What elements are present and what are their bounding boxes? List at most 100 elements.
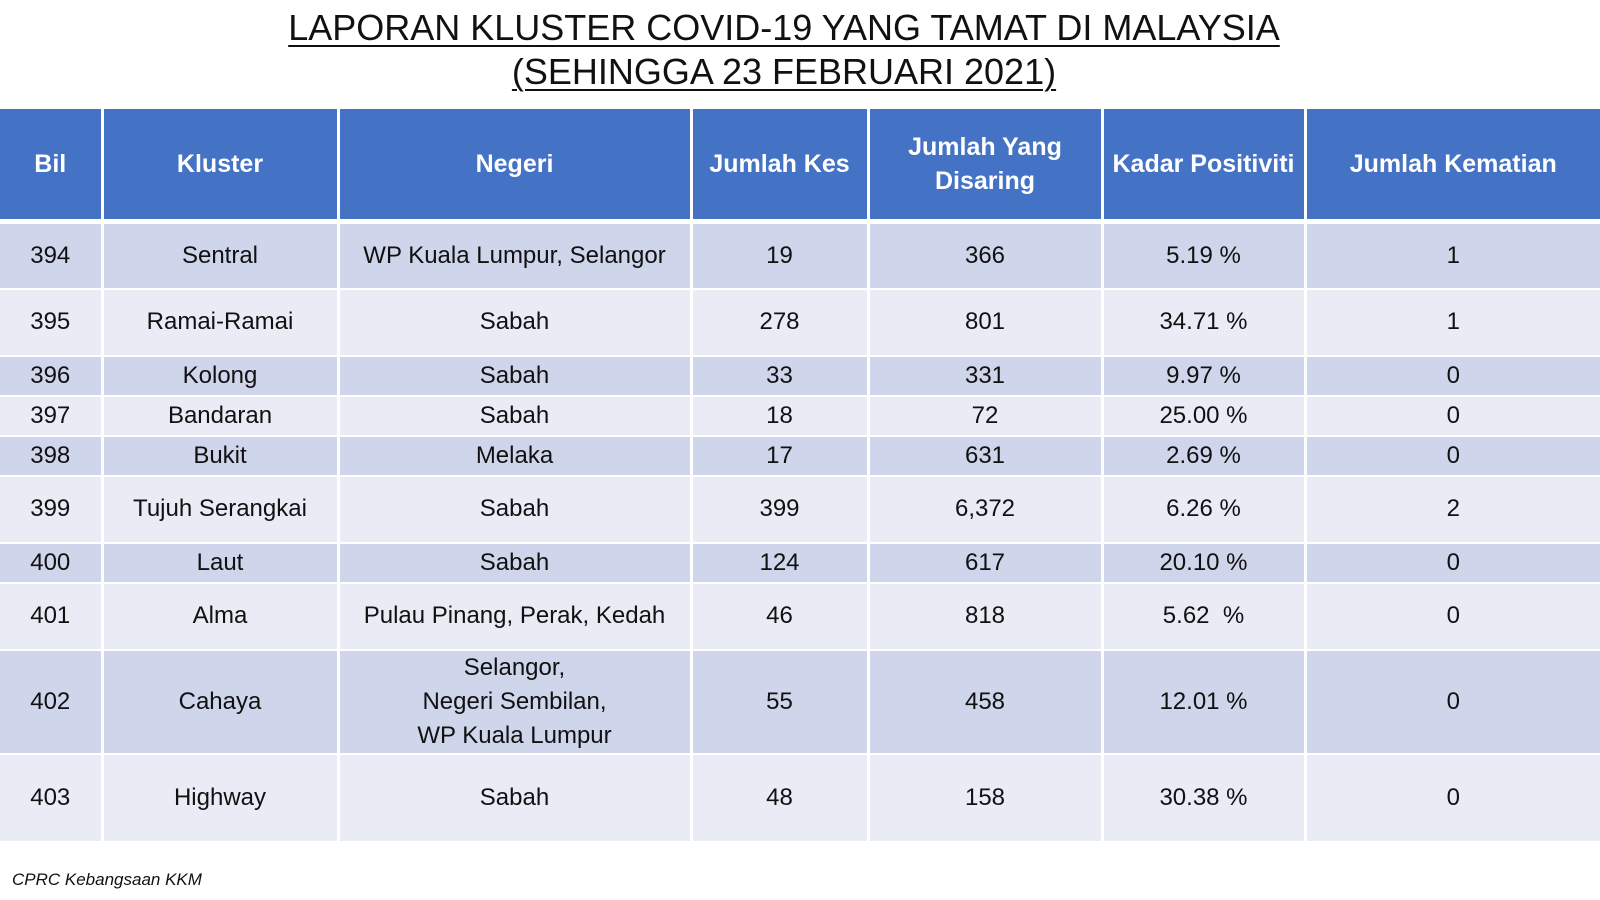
cell-negeri: Selangor, Negeri Sembilan, WP Kuala Lump… <box>336 649 693 755</box>
cell-kematian: 0 <box>1303 355 1600 397</box>
cell-disaring: 801 <box>866 288 1104 357</box>
cell-kematian: 0 <box>1303 582 1600 651</box>
header-jumlah-disaring: Jumlah Yang Disaring <box>866 109 1104 224</box>
cell-disaring: 331 <box>866 355 1104 397</box>
cell-kluster: Sentral <box>100 221 340 290</box>
cell-disaring: 6,372 <box>866 475 1104 544</box>
cell-negeri-line-3: WP Kuala Lumpur <box>417 721 612 749</box>
cell-positiviti: 5.19 % <box>1100 221 1307 290</box>
cell-kes: 124 <box>689 542 870 584</box>
cell-kematian: 0 <box>1303 395 1600 437</box>
cell-disaring: 631 <box>866 435 1104 477</box>
cell-kematian: 0 <box>1303 435 1600 477</box>
cell-positiviti: 9.97 % <box>1100 355 1307 397</box>
cell-kematian: 2 <box>1303 475 1600 544</box>
source-footnote: CPRC Kebangsaan KKM <box>12 870 202 889</box>
cell-kluster: Laut <box>100 542 340 584</box>
header-jumlah-disaring-line-2: Disaring <box>934 167 1036 195</box>
cell-kes: 17 <box>689 435 870 477</box>
header-jumlah-disaring-line-1: Jumlah Yang <box>908 133 1062 161</box>
cell-positiviti: 2.69 % <box>1100 435 1307 477</box>
cell-bil: 394 <box>0 221 104 290</box>
cell-kluster: Ramai-Ramai <box>100 288 340 357</box>
cell-kes: 278 <box>689 288 870 357</box>
header-bil: Bil <box>0 109 104 224</box>
table-header: Bil Kluster Negeri Jumlah Kes Jumlah Yan… <box>0 109 1600 224</box>
table-row: 395 Ramai-Ramai Sabah 278 801 34.71 % 1 <box>0 288 1600 357</box>
cell-positiviti: 12.01 % <box>1100 649 1307 755</box>
cell-bil: 402 <box>0 649 104 755</box>
cell-kematian: 1 <box>1303 288 1600 357</box>
cell-positiviti: 5.62 % <box>1100 582 1307 651</box>
cell-kes: 399 <box>689 475 870 544</box>
cell-kluster: Bukit <box>100 435 340 477</box>
cell-bil: 401 <box>0 582 104 651</box>
header-row: Bil Kluster Negeri Jumlah Kes Jumlah Yan… <box>0 109 1600 224</box>
header-kadar-positiviti: Kadar Positiviti <box>1100 109 1307 224</box>
cell-negeri: Sabah <box>336 395 693 437</box>
header-kluster: Kluster <box>100 109 340 224</box>
title-line-2: (SEHINGGA 23 FEBRUARI 2021) <box>511 51 1057 92</box>
cell-kluster: Alma <box>100 582 340 651</box>
cell-disaring: 458 <box>866 649 1104 755</box>
cell-disaring: 617 <box>866 542 1104 584</box>
cell-positiviti: 6.26 % <box>1100 475 1307 544</box>
cell-bil: 398 <box>0 435 104 477</box>
header-jumlah-kematian: Jumlah Kematian <box>1303 109 1600 224</box>
cell-kes: 46 <box>689 582 870 651</box>
cell-bil: 395 <box>0 288 104 357</box>
cell-positiviti: 20.10 % <box>1100 542 1307 584</box>
report-title: LAPORAN KLUSTER COVID-19 YANG TAMAT DI M… <box>0 6 1568 94</box>
cell-bil: 400 <box>0 542 104 584</box>
cell-kes: 33 <box>689 355 870 397</box>
cell-kes: 48 <box>689 753 870 843</box>
cell-negeri: Sabah <box>336 475 693 544</box>
cell-negeri: Sabah <box>336 355 693 397</box>
cell-kematian: 0 <box>1303 542 1600 584</box>
cell-bil: 399 <box>0 475 104 544</box>
cell-kluster: Tujuh Serangkai <box>100 475 340 544</box>
cell-kluster: Bandaran <box>100 395 340 437</box>
cell-negeri-line-1: Selangor, <box>463 653 566 681</box>
cell-positiviti: 25.00 % <box>1100 395 1307 437</box>
cell-kematian: 0 <box>1303 649 1600 755</box>
cell-disaring: 158 <box>866 753 1104 843</box>
cell-negeri: Pulau Pinang, Perak, Kedah <box>336 582 693 651</box>
cell-positiviti: 34.71 % <box>1100 288 1307 357</box>
table-body: 394 Sentral WP Kuala Lumpur, Selangor 19… <box>0 221 1600 843</box>
cell-bil: 396 <box>0 355 104 397</box>
cell-kematian: 1 <box>1303 221 1600 290</box>
cell-kes: 18 <box>689 395 870 437</box>
table-row: 402 Cahaya Selangor, Negeri Sembilan, WP… <box>0 649 1600 755</box>
cell-kes: 19 <box>689 221 870 290</box>
cell-positiviti: 30.38 % <box>1100 753 1307 843</box>
table-row: 401 Alma Pulau Pinang, Perak, Kedah 46 8… <box>0 582 1600 651</box>
cell-kematian: 0 <box>1303 753 1600 843</box>
table-row: 400 Laut Sabah 124 617 20.10 % 0 <box>0 542 1600 584</box>
header-jumlah-kes: Jumlah Kes <box>689 109 870 224</box>
cell-negeri: Melaka <box>336 435 693 477</box>
table-row: 403 Highway Sabah 48 158 30.38 % 0 <box>0 753 1600 843</box>
cluster-table-container: Bil Kluster Negeri Jumlah Kes Jumlah Yan… <box>0 109 1600 843</box>
cell-kluster: Kolong <box>100 355 340 397</box>
cell-disaring: 72 <box>866 395 1104 437</box>
cell-negeri: Sabah <box>336 753 693 843</box>
title-line-1: LAPORAN KLUSTER COVID-19 YANG TAMAT DI M… <box>288 7 1280 48</box>
cell-disaring: 366 <box>866 221 1104 290</box>
cluster-table: Bil Kluster Negeri Jumlah Kes Jumlah Yan… <box>0 109 1600 843</box>
header-negeri: Negeri <box>336 109 693 224</box>
table-row: 397 Bandaran Sabah 18 72 25.00 % 0 <box>0 395 1600 437</box>
table-row: 396 Kolong Sabah 33 331 9.97 % 0 <box>0 355 1600 397</box>
cell-disaring: 818 <box>866 582 1104 651</box>
cell-kes: 55 <box>689 649 870 755</box>
cell-bil: 403 <box>0 753 104 843</box>
cell-negeri: Sabah <box>336 288 693 357</box>
table-row: 399 Tujuh Serangkai Sabah 399 6,372 6.26… <box>0 475 1600 544</box>
table-row: 398 Bukit Melaka 17 631 2.69 % 0 <box>0 435 1600 477</box>
cell-negeri-line-2: Negeri Sembilan, <box>422 687 607 715</box>
cell-kluster: Cahaya <box>100 649 340 755</box>
table-row: 394 Sentral WP Kuala Lumpur, Selangor 19… <box>0 221 1600 290</box>
cell-negeri: WP Kuala Lumpur, Selangor <box>336 221 693 290</box>
cell-bil: 397 <box>0 395 104 437</box>
cell-kluster: Highway <box>100 753 340 843</box>
